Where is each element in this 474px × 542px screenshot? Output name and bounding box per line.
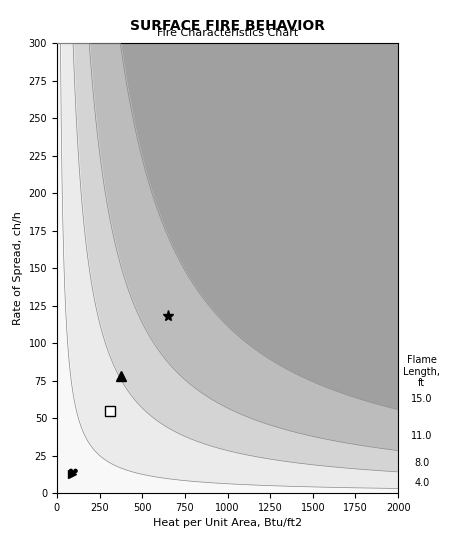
Y-axis label: Rate of Spread, ch/h: Rate of Spread, ch/h bbox=[13, 211, 23, 325]
Text: SURFACE FIRE BEHAVIOR: SURFACE FIRE BEHAVIOR bbox=[130, 19, 325, 33]
Text: Flame
Length,
ft: Flame Length, ft bbox=[403, 355, 440, 389]
Text: ❤: ❤ bbox=[67, 467, 77, 480]
Text: 4.0: 4.0 bbox=[414, 478, 429, 488]
Text: 11.0: 11.0 bbox=[411, 431, 433, 441]
Text: 8.0: 8.0 bbox=[414, 458, 429, 468]
X-axis label: Heat per Unit Area, Btu/ft2: Heat per Unit Area, Btu/ft2 bbox=[153, 519, 302, 528]
Text: Fire Characteristics Chart: Fire Characteristics Chart bbox=[157, 28, 298, 38]
Text: 15.0: 15.0 bbox=[411, 393, 433, 404]
